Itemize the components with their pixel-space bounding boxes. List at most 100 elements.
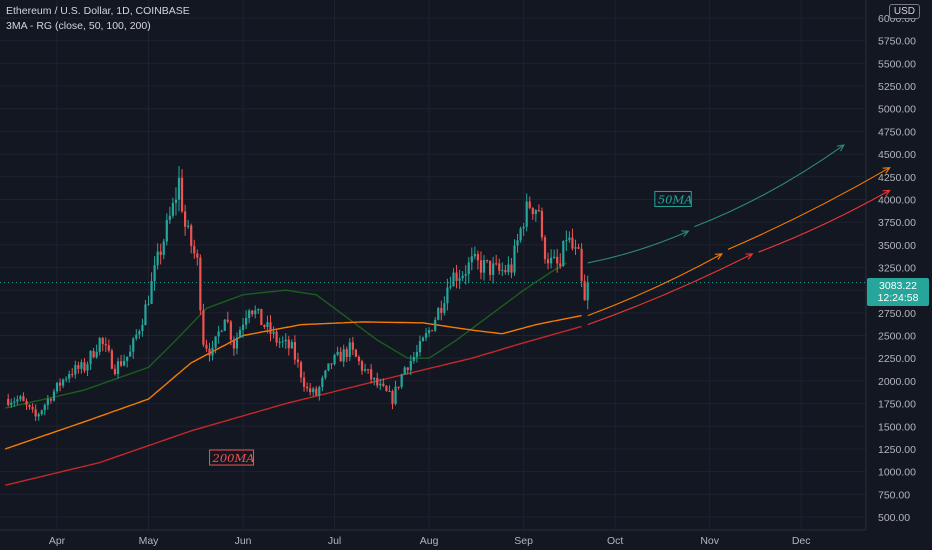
candle-body bbox=[531, 207, 534, 215]
candle-body bbox=[211, 347, 214, 356]
ma-line-50ma bbox=[5, 262, 567, 409]
y-tick-label: 3500.00 bbox=[878, 240, 916, 252]
candle-body bbox=[71, 374, 74, 376]
candle-body bbox=[58, 382, 62, 386]
projection-arrow-50ma bbox=[694, 144, 845, 228]
x-tick-label: Sep bbox=[514, 535, 533, 547]
y-tick-label: 1750.00 bbox=[878, 399, 916, 411]
candle-body bbox=[168, 215, 171, 220]
candle-body bbox=[367, 369, 370, 371]
x-tick-label: Jul bbox=[328, 535, 341, 547]
candle-body bbox=[449, 286, 452, 288]
candle-body bbox=[397, 386, 400, 388]
candle-body bbox=[327, 363, 330, 371]
candle-body bbox=[251, 310, 254, 315]
candle-body bbox=[546, 259, 550, 264]
candle-body bbox=[19, 396, 22, 400]
candle-body bbox=[202, 310, 205, 345]
candle-body bbox=[293, 342, 296, 360]
arrowhead bbox=[882, 189, 891, 197]
candle-body bbox=[275, 331, 278, 343]
candle-body bbox=[540, 210, 544, 238]
candle-body bbox=[223, 319, 226, 331]
arrowhead bbox=[714, 253, 724, 260]
candle-body bbox=[184, 211, 187, 227]
candle-body bbox=[400, 374, 403, 387]
candle-body bbox=[257, 308, 260, 311]
candle-body bbox=[586, 282, 589, 301]
candle-body bbox=[52, 391, 56, 401]
y-tick-label: 1250.00 bbox=[878, 444, 916, 456]
candle-body bbox=[241, 324, 245, 330]
y-tick-label: 1500.00 bbox=[878, 421, 916, 433]
candle-body bbox=[269, 322, 272, 334]
last-price-tag: 3083.22 12:24:58 bbox=[867, 278, 929, 306]
candle-body bbox=[370, 369, 373, 380]
candle-body bbox=[342, 349, 345, 362]
candle-body bbox=[391, 391, 394, 404]
candle-body bbox=[37, 414, 40, 417]
candle-body bbox=[266, 322, 269, 327]
indicator-legend[interactable]: 3MA - RG (close, 50, 100, 200) bbox=[6, 20, 151, 32]
y-tick-label: 2750.00 bbox=[878, 308, 916, 320]
candle-body bbox=[113, 368, 117, 375]
candle-body bbox=[577, 247, 580, 249]
candle-body bbox=[351, 342, 354, 350]
candle-body bbox=[321, 377, 324, 388]
candle-body bbox=[534, 210, 537, 215]
candle-body bbox=[382, 383, 385, 386]
candle-body bbox=[62, 379, 65, 386]
price-axis[interactable]: 500.00 750.00 1000.00 1250.00 1500.00 1750.00… bbox=[878, 13, 916, 524]
grid bbox=[0, 0, 867, 531]
annotation-label: 50MA bbox=[658, 192, 693, 206]
candle-body bbox=[89, 350, 92, 365]
x-tick-label: Aug bbox=[420, 535, 439, 547]
projection-arrows bbox=[587, 144, 891, 326]
symbol-title[interactable]: Ethereum / U.S. Dollar, 1D, COINBASE bbox=[6, 5, 190, 17]
candle-body bbox=[324, 370, 327, 378]
candle-body bbox=[318, 387, 321, 396]
candle-body bbox=[190, 225, 193, 247]
y-tick-label: 5750.00 bbox=[878, 36, 916, 48]
candle-body bbox=[440, 308, 443, 313]
annotation-box bbox=[209, 449, 255, 466]
time-axis[interactable]: Apr May Jun Jul Aug Sep Oct Nov Dec bbox=[49, 535, 811, 547]
candle-body bbox=[208, 348, 211, 356]
candle-body bbox=[226, 319, 229, 322]
candle-body bbox=[315, 388, 318, 396]
candle-body bbox=[543, 237, 547, 260]
y-tick-label: 4250.00 bbox=[878, 172, 916, 184]
candle-body bbox=[46, 399, 49, 405]
projection-arrow-100ma bbox=[587, 253, 723, 317]
bar-countdown: 12:24:58 bbox=[877, 292, 919, 304]
candle-body bbox=[412, 356, 415, 361]
candle-body bbox=[452, 272, 455, 287]
candle-body bbox=[13, 401, 16, 403]
candle-body bbox=[132, 338, 135, 352]
candle-body bbox=[65, 378, 68, 380]
candle-body bbox=[504, 270, 507, 273]
candle-body bbox=[345, 349, 348, 357]
candle-body bbox=[43, 404, 46, 411]
candle-body bbox=[309, 388, 312, 393]
candle-body bbox=[553, 256, 556, 258]
candle-body bbox=[40, 410, 43, 415]
candle-body bbox=[470, 256, 473, 263]
candle-body bbox=[360, 361, 364, 371]
candle-body bbox=[482, 260, 486, 273]
y-tick-label: 3750.00 bbox=[878, 217, 916, 229]
candle-body bbox=[116, 361, 120, 375]
y-tick-label: 5500.00 bbox=[878, 58, 916, 70]
candle-body bbox=[485, 260, 489, 262]
candle-body bbox=[196, 253, 199, 258]
candle-body bbox=[177, 177, 181, 200]
projection-arrow-50ma bbox=[587, 230, 689, 264]
candle-body bbox=[92, 350, 95, 358]
candle-body bbox=[464, 274, 467, 276]
candle-body bbox=[519, 228, 522, 241]
candle-body bbox=[28, 404, 31, 408]
currency-label[interactable]: USD bbox=[888, 4, 920, 19]
candle-body bbox=[302, 377, 306, 387]
candle-body bbox=[354, 349, 357, 357]
